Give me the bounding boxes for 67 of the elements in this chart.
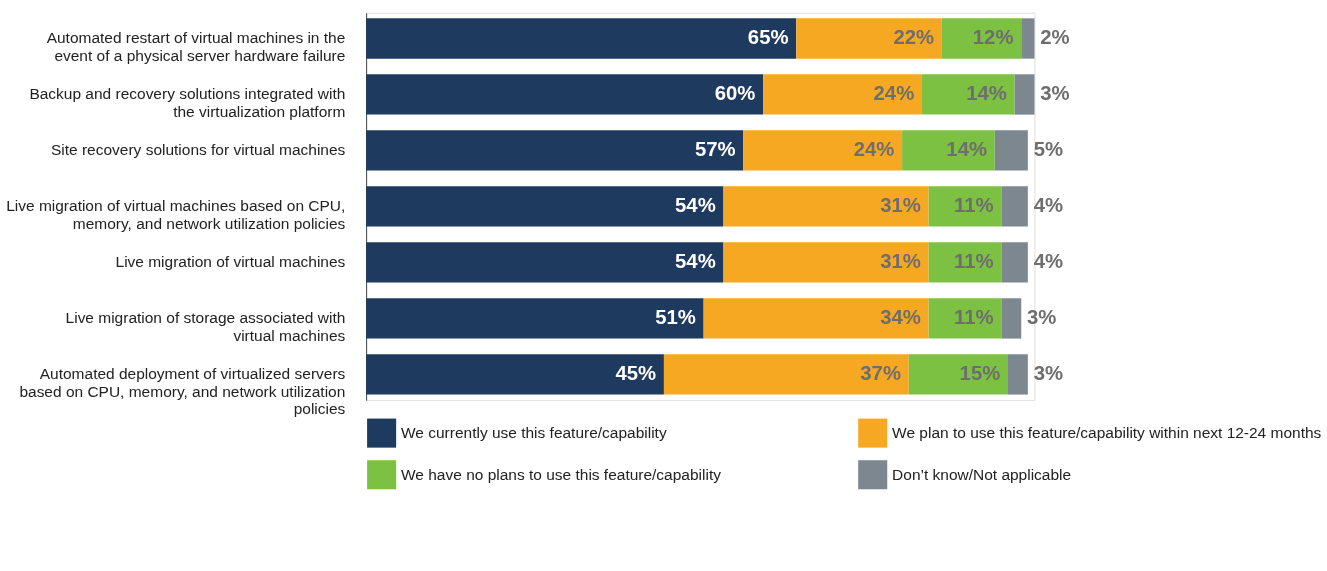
- data-label: 24%: [853, 138, 895, 161]
- data-label: 31%: [880, 250, 921, 273]
- data-label: 3%: [1033, 362, 1064, 385]
- data-label: 11%: [954, 306, 994, 329]
- y-tick-label: Live migration of virtual machines based on CPU, memory, and network utilization policies: [6, 197, 346, 232]
- bar: [723, 186, 929, 227]
- y-tick-label: Backup and recovery solutions integrated with the virtualization platform: [29, 85, 346, 120]
- data-label: 22%: [893, 26, 935, 49]
- legend-label: We have no plans to use this feature/capability: [401, 465, 722, 483]
- bar: [743, 130, 903, 171]
- y-tick-label: Automated restart of virtual machines in the event of a physical server hardware failure: [46, 29, 346, 64]
- bar: [1001, 186, 1028, 227]
- data-label: 24%: [873, 82, 915, 105]
- bar: [928, 298, 1002, 339]
- data-label: 11%: [954, 194, 994, 217]
- bar: [366, 130, 744, 171]
- bar: [941, 18, 1022, 59]
- data-label: 5%: [1033, 138, 1064, 161]
- bar: [703, 298, 929, 339]
- bar: [763, 74, 922, 115]
- data-label: 51%: [655, 306, 696, 329]
- data-label: 3%: [1027, 306, 1057, 329]
- y-tick-label: Automated deployment of virtualized servers based on CPU, memory, and network utilization policies: [19, 365, 346, 418]
- data-label: 14%: [966, 82, 1007, 105]
- data-label: 2%: [1040, 26, 1070, 49]
- bar: [366, 242, 724, 283]
- bar: [663, 354, 909, 395]
- y-tick-label: Live migration of storage associated with virtual machines: [65, 309, 346, 344]
- legend-label: Don’t know/Not applicable: [892, 465, 1072, 483]
- bar: [366, 354, 664, 395]
- data-label: 57%: [694, 138, 736, 161]
- data-label: 4%: [1033, 194, 1064, 217]
- data-label: 54%: [675, 194, 716, 217]
- bar: [1001, 242, 1028, 283]
- data-label: 45%: [615, 362, 657, 385]
- data-label: 54%: [675, 250, 716, 273]
- bar: [928, 186, 1002, 227]
- data-label: 4%: [1033, 250, 1064, 273]
- data-label: 34%: [880, 306, 921, 329]
- data-label: 11%: [954, 250, 994, 273]
- bar: [723, 242, 929, 283]
- bar: [1014, 74, 1035, 115]
- data-label: 65%: [747, 26, 789, 49]
- bar: [366, 186, 724, 227]
- y-tick-label: Site recovery solutions for virtual machines: [50, 141, 346, 159]
- bar: [908, 354, 1009, 395]
- legend-label: We plan to use this feature/capability within next 12-24 months: [892, 423, 1322, 441]
- legend-label: We currently use this feature/capability: [401, 423, 667, 441]
- data-label: 15%: [959, 362, 1001, 385]
- bar: [921, 74, 1015, 115]
- bar: [1021, 18, 1035, 59]
- data-label: 60%: [714, 82, 756, 105]
- bar: [366, 298, 704, 339]
- data-label: 14%: [946, 138, 988, 161]
- data-label: 31%: [880, 194, 921, 217]
- data-label: 12%: [972, 26, 1014, 49]
- bar: [994, 130, 1028, 171]
- bar: [366, 74, 764, 115]
- y-tick-label: Live migration of virtual machines: [115, 253, 346, 271]
- bar: [902, 130, 995, 171]
- data-label: 3%: [1040, 82, 1070, 105]
- bar: [928, 242, 1002, 283]
- bar: [366, 18, 797, 59]
- bar: [1001, 298, 1022, 339]
- bar: [1008, 354, 1028, 395]
- data-label: 37%: [860, 362, 901, 385]
- bar: [796, 18, 942, 59]
